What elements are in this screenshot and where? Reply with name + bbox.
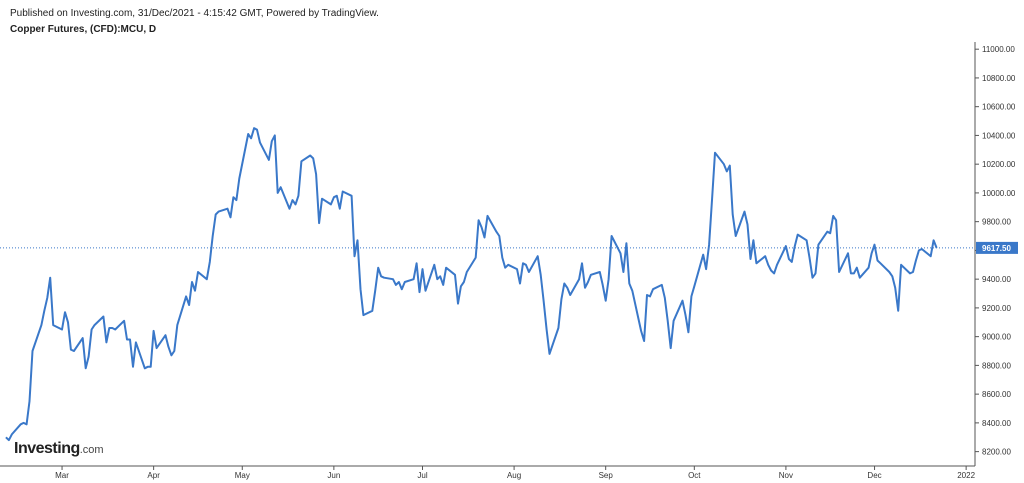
x-tick-label: Sep bbox=[599, 471, 614, 480]
y-tick-label: 9000.00 bbox=[982, 333, 1011, 342]
y-tick-label: 10600.00 bbox=[982, 103, 1016, 112]
logo-name: Investing bbox=[14, 440, 80, 457]
axis-layer: 8200.00 8400.00 8600.00 8800.00 9000.00 9200.… bbox=[0, 42, 1016, 480]
y-tick-label: 10000.00 bbox=[982, 189, 1016, 198]
y-tick-label: 10200.00 bbox=[982, 160, 1016, 169]
y-tick-label: 10400.00 bbox=[982, 131, 1016, 140]
investing-logo: Investing.com bbox=[14, 440, 104, 458]
chart-title: Copper Futures, (CFD):MCU, D bbox=[10, 24, 157, 35]
x-tick-label: Jul bbox=[417, 471, 427, 480]
series-layer bbox=[5, 127, 938, 442]
y-tick-label: 10800.00 bbox=[982, 74, 1016, 83]
x-tick-label: Oct bbox=[688, 471, 701, 480]
y-tick-label: 9800.00 bbox=[982, 218, 1011, 227]
x-tick-label: Nov bbox=[779, 471, 793, 480]
x-tick-label: Mar bbox=[55, 471, 69, 480]
x-tick-label: Jun bbox=[327, 471, 340, 480]
y-tick-label: 8800.00 bbox=[982, 361, 1011, 370]
x-tick-label: 2022 bbox=[957, 471, 975, 480]
y-tick-label: 9200.00 bbox=[982, 304, 1011, 313]
last-price-tag: 9617.50 bbox=[976, 241, 1018, 254]
x-tick-label: Apr bbox=[147, 471, 160, 480]
price-series-line bbox=[5, 127, 938, 442]
last-price-label: 9617.50 bbox=[982, 244, 1011, 253]
x-tick-label: Aug bbox=[507, 471, 521, 480]
y-tick-label: 8400.00 bbox=[982, 419, 1011, 428]
last-price-tag-bg bbox=[976, 241, 1018, 254]
y-tick-label: 9400.00 bbox=[982, 275, 1011, 284]
y-tick-label: 8200.00 bbox=[982, 448, 1011, 457]
y-tick-label: 11000.00 bbox=[982, 45, 1015, 54]
x-tick-label: Dec bbox=[867, 471, 881, 480]
x-tick-label: May bbox=[235, 471, 250, 480]
logo-suffix: .com bbox=[79, 444, 104, 456]
y-tick-label: 8600.00 bbox=[982, 390, 1011, 399]
published-note: Published on Investing.com, 31/Dec/2021 … bbox=[10, 8, 379, 19]
